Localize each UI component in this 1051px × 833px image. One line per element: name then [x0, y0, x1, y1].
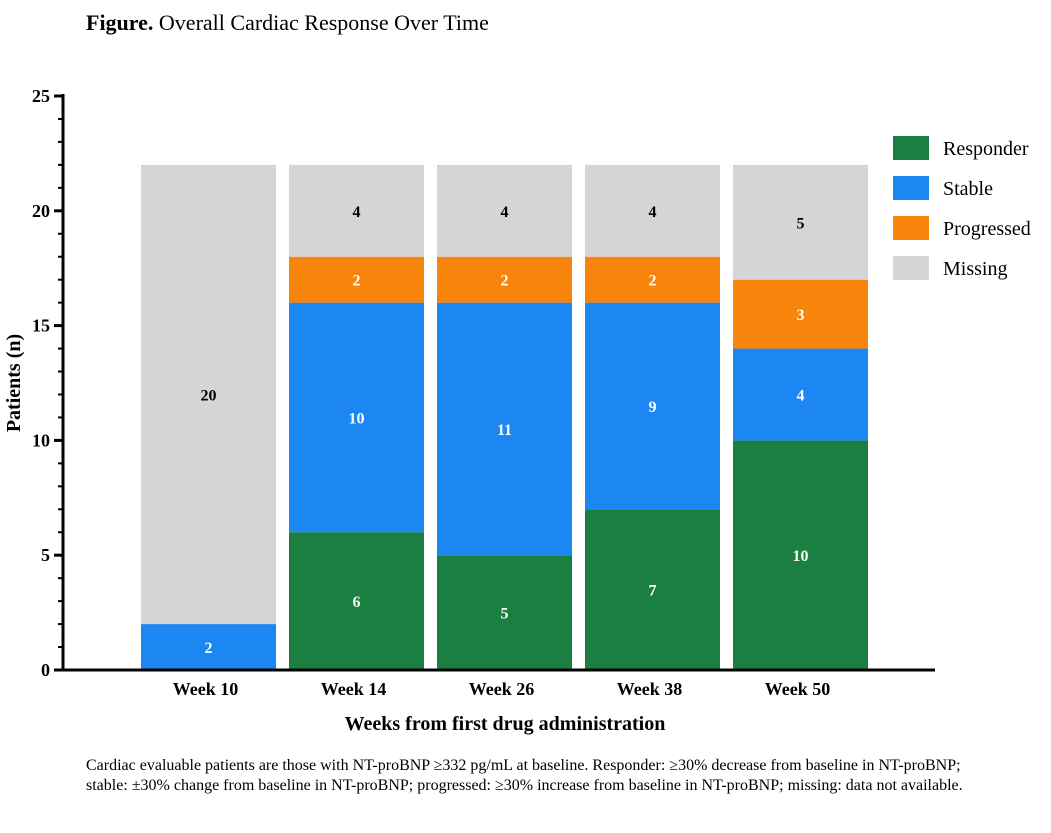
data-label-week-50-missing: 5: [797, 215, 805, 232]
data-label-week-10-missing: 20: [201, 387, 217, 404]
legend-swatch-missing: [893, 256, 929, 280]
data-label-week-26-progressed: 2: [501, 273, 509, 290]
segment-labels-layer: 2 20 6 10 2 4 5 11 2 4 7 9 2 4 10 4 3 5: [201, 204, 809, 657]
figure-title: Figure. Overall Cardiac Response Over Ti…: [86, 10, 489, 36]
data-label-week-26-responder: 5: [501, 606, 509, 623]
x-tick-label-week-38: Week 38: [617, 679, 683, 699]
x-tick-label-week-14: Week 14: [321, 679, 387, 699]
legend-label-progressed: Progressed: [943, 218, 1031, 240]
data-label-week-38-missing: 4: [649, 204, 657, 221]
figure-title-prefix: Figure.: [86, 10, 154, 35]
data-label-week-50-responder: 10: [793, 548, 809, 565]
figure-caption: Cardiac evaluable patients are those wit…: [86, 757, 963, 794]
data-label-week-10-stable: 2: [205, 640, 213, 657]
bar-week-14-progressed: [289, 256, 424, 303]
bar-week-14-stable: [289, 302, 424, 533]
y-tick-label-5: 5: [41, 545, 50, 565]
x-axis-title: Weeks from first drug administration: [345, 713, 666, 735]
y-axis-title: Patients (n): [3, 334, 25, 432]
bar-week-14-responder: [289, 532, 424, 670]
x-tick-label-week-10: Week 10: [173, 679, 239, 699]
data-label-week-38-stable: 9: [649, 399, 657, 416]
legend-swatch-progressed: [893, 216, 929, 240]
data-label-week-14-missing: 4: [353, 204, 361, 221]
legend-swatch-responder: [893, 136, 929, 160]
bars-layer: [141, 164, 868, 670]
bar-week-26-stable: [437, 302, 572, 556]
bar-week-10-missing: [141, 164, 276, 625]
y-tick-label-15: 15: [32, 316, 50, 336]
bar-week-10-stable: [141, 624, 276, 670]
bar-week-14-missing: [289, 164, 424, 257]
bar-week-50-progressed: [733, 279, 868, 349]
bar-week-50-missing: [733, 164, 868, 280]
y-tick-label-10: 10: [32, 430, 50, 450]
bar-week-50-responder: [733, 440, 868, 670]
bar-week-38-responder: [585, 509, 720, 670]
x-tick-label-week-26: Week 26: [469, 679, 535, 699]
bar-week-50-stable: [733, 348, 868, 441]
legend-label-responder: Responder: [943, 138, 1029, 160]
legend-label-missing: Missing: [943, 258, 1007, 280]
bar-week-38-missing: [585, 164, 720, 257]
data-label-week-14-progressed: 2: [353, 273, 361, 290]
data-label-week-26-stable: 11: [497, 422, 512, 439]
data-label-week-50-progressed: 3: [797, 307, 805, 324]
bar-week-26-missing: [437, 164, 572, 257]
y-tick-label-0: 0: [41, 660, 50, 680]
legend: Responder Stable Progressed Missing: [893, 136, 1031, 280]
data-label-week-14-responder: 6: [353, 594, 361, 611]
stacked-bar-chart: 2 20 6 10 2 4 5 11 2 4 7 9 2 4 10 4 3 5 0 5 10 15 20 25 Week 10…: [3, 86, 1031, 735]
data-label-week-38-responder: 7: [649, 583, 657, 600]
legend-swatch-stable: [893, 176, 929, 200]
data-label-week-38-progressed: 2: [649, 273, 657, 290]
data-label-week-26-missing: 4: [501, 204, 509, 221]
bar-week-26-progressed: [437, 256, 572, 303]
bar-week-38-stable: [585, 302, 720, 510]
data-label-week-50-stable: 4: [797, 387, 805, 404]
legend-label-stable: Stable: [943, 178, 993, 200]
x-tick-label-week-50: Week 50: [765, 679, 831, 699]
bar-week-38-progressed: [585, 256, 720, 303]
bar-week-26-responder: [437, 555, 572, 670]
y-tick-label-25: 25: [32, 86, 50, 106]
figure-title-text: Overall Cardiac Response Over Time: [158, 10, 489, 35]
data-label-week-14-stable: 10: [349, 410, 365, 427]
y-tick-label-20: 20: [32, 201, 50, 221]
